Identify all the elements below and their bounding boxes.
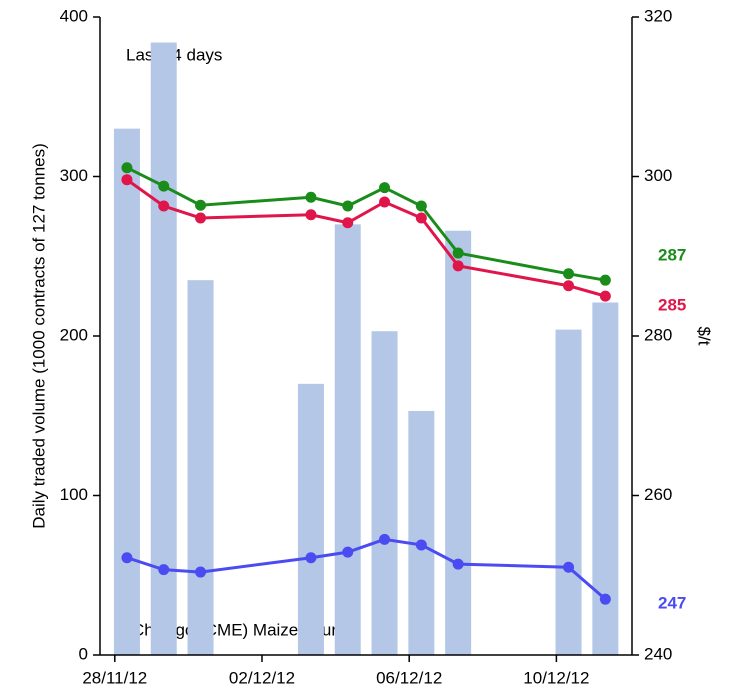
- marker: [415, 539, 427, 551]
- y-tick-label: 100: [60, 485, 88, 504]
- marker: [599, 593, 611, 605]
- marker: [342, 200, 354, 212]
- marker: [121, 552, 133, 564]
- y-axis-label: Daily traded volume (1000 contracts of 1…: [29, 143, 48, 529]
- bar: [555, 329, 582, 655]
- x-tick-label: 28/11/12: [82, 668, 147, 687]
- marker: [452, 247, 464, 259]
- y2-axis-label: $/t: [695, 327, 714, 346]
- x-tick-label: 02/12/12: [229, 668, 295, 687]
- marker: [158, 200, 170, 212]
- y2-tick-label: 300: [644, 166, 672, 185]
- y-tick-label: 300: [60, 166, 88, 185]
- marker: [415, 200, 427, 212]
- y2-tick-label: 240: [644, 644, 672, 663]
- bar: [297, 383, 324, 655]
- marker: [379, 182, 391, 194]
- bar: [334, 224, 361, 655]
- y2-tick-label: 320: [644, 6, 672, 25]
- y2-tick-label: 280: [644, 325, 672, 344]
- marker: [563, 561, 575, 573]
- marker: [452, 558, 464, 570]
- marker: [121, 174, 133, 186]
- end-value-label: 247: [658, 594, 686, 613]
- marker: [305, 209, 317, 221]
- marker: [563, 280, 575, 292]
- marker: [158, 180, 170, 192]
- marker: [379, 196, 391, 208]
- marker: [599, 290, 611, 302]
- marker: [563, 268, 575, 280]
- line: [126, 537, 607, 601]
- marker: [415, 212, 427, 224]
- marker: [195, 199, 207, 211]
- marker: [305, 552, 317, 564]
- marker: [379, 533, 391, 545]
- marker: [305, 191, 317, 203]
- y2-tick-label: 260: [644, 485, 672, 504]
- y-tick-label: 400: [60, 6, 88, 25]
- y-tick-label: 200: [60, 325, 88, 344]
- marker: [158, 564, 170, 576]
- marker: [195, 212, 207, 224]
- x-tick-label: 10/12/12: [523, 668, 589, 687]
- marker: [342, 217, 354, 229]
- y-tick-label: 0: [79, 644, 88, 663]
- bar: [187, 280, 214, 655]
- line: [126, 166, 606, 282]
- bar: [150, 42, 177, 655]
- end-value-label: 285: [658, 296, 686, 315]
- bar: [113, 128, 140, 655]
- marker: [599, 274, 611, 286]
- bar: [408, 410, 435, 655]
- marker: [121, 162, 133, 174]
- x-tick-label: 06/12/12: [376, 668, 442, 687]
- marker: [452, 260, 464, 272]
- bar: [445, 230, 472, 656]
- line: [126, 178, 606, 298]
- end-value-label: 287: [658, 246, 686, 265]
- marker: [342, 546, 354, 558]
- bar: [371, 331, 398, 655]
- marker: [195, 566, 207, 578]
